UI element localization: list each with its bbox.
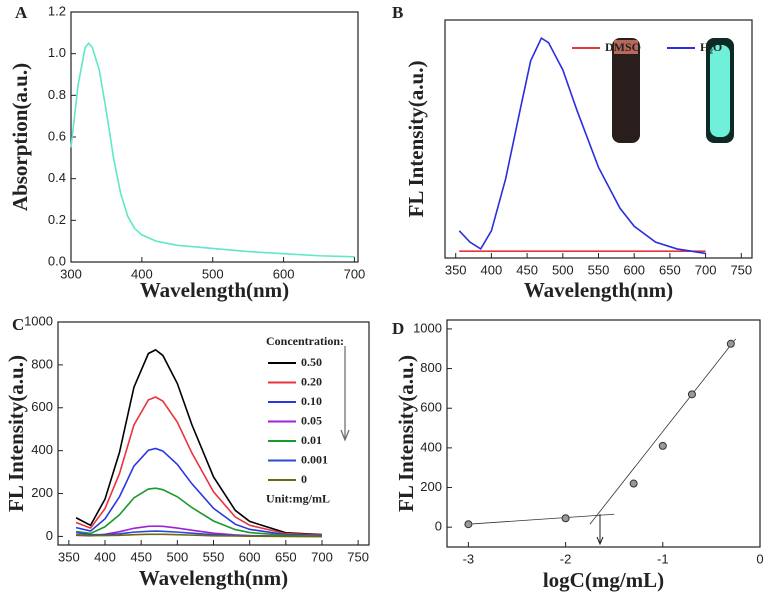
x-tick-label: 700: [311, 549, 333, 564]
x-tick-label: 450: [130, 549, 152, 564]
y-tick-label: 0.6: [48, 128, 66, 143]
x-tick-label: 500: [552, 262, 574, 277]
legend-label: 0.01: [301, 433, 322, 447]
y-tick-label: 1.2: [48, 3, 66, 18]
x-tick-label: 750: [347, 549, 369, 564]
y-tick-label: 0.0: [48, 253, 66, 268]
panel-label: A: [15, 3, 28, 22]
legend-label: 0.05: [301, 413, 322, 427]
y-tick-label: 1.0: [48, 45, 66, 60]
y-tick-label: 0: [46, 528, 53, 543]
x-axis-label: Wavelength(nm): [139, 566, 288, 590]
x-tick-label: 300: [60, 266, 82, 281]
x-tick-label: -2: [560, 551, 572, 566]
plot-frame: [444, 19, 753, 259]
legend-label: H₂O: [700, 40, 722, 54]
x-axis-label: Wavelength(nm): [140, 278, 289, 302]
x-tick-label: 550: [203, 549, 225, 564]
x-tick-label: 600: [239, 549, 261, 564]
x-tick-label: 400: [94, 549, 116, 564]
x-tick-label: 650: [659, 262, 681, 277]
y-tick-label: 200: [31, 485, 53, 500]
data-line: [75, 487, 323, 537]
data-point: [561, 514, 570, 523]
data-point: [464, 520, 473, 529]
y-axis-label: Absorption(a.u.): [8, 63, 32, 211]
x-tick-label: 600: [623, 262, 645, 277]
x-tick-label: 550: [588, 262, 610, 277]
legend-title: Concentration:: [266, 334, 344, 348]
x-tick-label: 350: [445, 262, 467, 277]
arrow-head: [596, 536, 604, 546]
panel-label: B: [392, 3, 403, 22]
y-axis-label: FL Intensity(a.u.): [404, 61, 428, 218]
x-tick-label: 400: [131, 266, 153, 281]
data-line: [70, 42, 355, 258]
x-tick-label: 500: [166, 549, 188, 564]
x-tick-label: 400: [481, 262, 503, 277]
x-tick-label: 0: [756, 551, 763, 566]
y-tick-label: 400: [31, 442, 53, 457]
data-point: [687, 390, 696, 399]
x-tick-label: 350: [58, 549, 80, 564]
legend-label: 0.50: [301, 355, 322, 369]
y-tick-label: 800: [31, 356, 53, 371]
plot-frame: [446, 319, 761, 548]
dmso-tube-photo: [612, 38, 640, 143]
y-axis-label: FL Intensity(a.u.): [394, 355, 418, 512]
panel-label: C: [12, 315, 24, 334]
legend-label: 0: [301, 472, 307, 486]
y-tick-label: 1000: [413, 320, 442, 335]
x-tick-label: 600: [273, 266, 295, 281]
y-tick-label: 0: [435, 519, 442, 534]
legend-label: 0.20: [301, 374, 322, 388]
y-tick-label: 600: [31, 399, 53, 414]
y-tick-label: 600: [420, 400, 442, 415]
y-tick-label: 800: [420, 360, 442, 375]
panel-label: D: [392, 319, 404, 338]
plot-frame: [57, 321, 370, 546]
data-point: [726, 339, 735, 348]
y-tick-label: 400: [420, 439, 442, 454]
arrow-head: [340, 429, 350, 442]
x-tick-label: -1: [657, 551, 669, 566]
x-tick-label: 500: [202, 266, 224, 281]
y-axis-label: FL Intensity(a.u.): [4, 355, 28, 512]
y-tick-label: 1000: [24, 313, 53, 328]
tube-glow: [710, 45, 730, 137]
unit-note: Unit:mg/mL: [266, 491, 330, 505]
data-line: [75, 396, 323, 536]
data-line: [458, 36, 706, 255]
x-axis-label: Wavelength(nm): [524, 278, 673, 302]
x-tick-label: 450: [516, 262, 538, 277]
legend-label: DMSO: [605, 40, 641, 54]
y-tick-label: 200: [420, 479, 442, 494]
y-tick-label: 0.2: [48, 212, 66, 227]
x-axis-label: logC(mg/mL): [543, 568, 664, 592]
tube-cap: [614, 40, 638, 54]
x-tick-label: 700: [344, 266, 366, 281]
fit-line: [589, 338, 737, 525]
data-point: [629, 479, 638, 488]
data-point: [658, 441, 667, 450]
x-tick-label: 700: [695, 262, 717, 277]
legend-label: 0.10: [301, 394, 322, 408]
x-tick-label: -3: [463, 551, 475, 566]
y-tick-label: 0.4: [48, 170, 66, 185]
legend-label: 0.001: [301, 452, 328, 466]
data-line: [75, 348, 323, 536]
plot-frame: [70, 11, 359, 263]
y-tick-label: 0.8: [48, 87, 66, 102]
data-line: [75, 447, 323, 537]
fit-line: [468, 513, 615, 525]
x-tick-label: 750: [730, 262, 752, 277]
x-tick-label: 650: [275, 549, 297, 564]
data-line: [76, 533, 322, 538]
